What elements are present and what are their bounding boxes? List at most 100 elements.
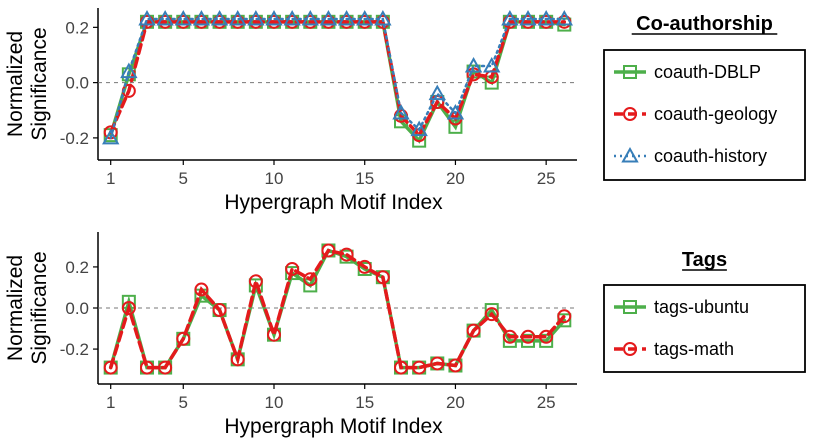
y-tick-label: 0.0 [65, 299, 89, 318]
y-tick-label: 0.0 [65, 74, 89, 93]
data-point-tags-math [121, 301, 136, 315]
x-tick-label: 20 [446, 393, 465, 412]
data-point-tags-ubuntu [521, 333, 536, 348]
data-point-coauth-history [247, 10, 265, 26]
data-point-tags-math [394, 360, 409, 375]
data-point-coauth-history [501, 10, 519, 26]
data-point-tags-math [484, 307, 499, 322]
x-axis-label: Hypergraph Motif Index [224, 191, 443, 214]
data-point-tags-math [248, 274, 263, 289]
x-tick-label: 15 [355, 393, 374, 412]
y-tick-label: 0.2 [65, 18, 89, 37]
x-axis-label: Hypergraph Motif Index [224, 415, 443, 438]
series-coauth-geology [103, 14, 572, 143]
data-point-coauth-history [410, 120, 428, 137]
data-point-tags-math [266, 327, 281, 342]
y-axis-label: Significance [28, 251, 51, 364]
legend-box [603, 49, 806, 181]
legend-title: Tags [682, 249, 727, 271]
data-point-coauth-history [301, 10, 319, 26]
data-point-coauth-history [483, 56, 501, 73]
data-point-coauth-history [356, 10, 374, 26]
legend-label-coauth-DBLP: coauth-DBLP [654, 62, 761, 82]
y-tick-label: -0.2 [60, 129, 89, 148]
data-point-coauth-history [519, 10, 537, 26]
data-point-tags-math [412, 360, 427, 375]
data-point-coauth-history [229, 10, 247, 26]
data-point-tags-math [339, 247, 354, 262]
legend-title: Co-authorship [636, 13, 773, 35]
data-point-coauth-history [537, 10, 555, 26]
data-point-coauth-history [156, 10, 174, 26]
x-tick-label: 5 [179, 169, 188, 188]
legend-key-marker-tags-math [623, 342, 637, 356]
data-point-coauth-history [192, 10, 211, 26]
series-tags-math [103, 243, 572, 375]
x-tick-label: 1 [106, 169, 115, 188]
data-point-coauth-history [120, 62, 138, 79]
data-point-tags-math [357, 259, 372, 274]
data-point-coauth-history [337, 10, 356, 26]
data-point-tags-math [212, 303, 227, 318]
legend: Co-authorship coauth-DBLP coauth-geology co… [603, 13, 806, 181]
data-point-tags-math [230, 352, 245, 367]
legend-key-marker-coauth-geology [623, 107, 637, 121]
series-line-tags-math [108, 248, 567, 370]
legend: Tags tags-ubuntu tags-math [603, 249, 806, 373]
x-tick-label: 25 [537, 393, 556, 412]
data-point-tags-math [375, 270, 390, 285]
data-point-tags-math [430, 356, 445, 371]
legend-label-tags-math: tags-math [654, 339, 734, 359]
data-point-tags-math [521, 329, 536, 344]
legend-label-coauth-geology: coauth-geology [654, 104, 777, 124]
data-point-tags-math [539, 329, 554, 344]
data-point-tags-math [285, 261, 300, 276]
legend-label-coauth-history: coauth-history [654, 146, 767, 166]
data-point-tags-ubuntu [557, 313, 572, 328]
data-point-tags-math [557, 309, 572, 324]
x-tick-label: 20 [446, 169, 465, 188]
data-point-coauth-history [374, 10, 392, 26]
data-point-coauth-history [428, 84, 446, 101]
data-point-tags-math [103, 360, 118, 375]
y-axis-label: Significance [28, 27, 51, 140]
data-point-tags-math [466, 323, 481, 338]
data-point-coauth-history [283, 10, 301, 26]
data-point-tags-math [139, 360, 154, 375]
y-tick-label: -0.2 [60, 340, 89, 359]
data-point-coauth-history [446, 103, 465, 120]
x-tick-label: 10 [265, 393, 284, 412]
legend-label-tags-ubuntu: tags-ubuntu [654, 297, 749, 317]
data-point-tags-math [176, 331, 191, 346]
data-point-tags-ubuntu [539, 333, 554, 348]
series-coauth-history [101, 10, 574, 145]
legend-key-marker-coauth-history [621, 146, 639, 163]
x-tick-label: 10 [265, 169, 284, 188]
data-point-coauth-history [464, 56, 483, 73]
data-point-coauth-history [210, 10, 229, 26]
x-tick-label: 5 [179, 393, 188, 412]
series-coauth-DBLP [103, 14, 572, 148]
data-point-tags-math [303, 272, 318, 287]
legend-key-marker-coauth-DBLP [623, 65, 637, 79]
data-point-coauth-history [392, 103, 410, 120]
x-tick-label: 1 [106, 393, 115, 412]
y-tick-label: 0.2 [65, 258, 89, 277]
series-line-coauth-geology [108, 20, 567, 139]
data-point-coauth-history [101, 128, 120, 145]
x-tick-label: 15 [355, 169, 374, 188]
data-point-tags-math [194, 282, 209, 297]
data-point-coauth-history [138, 10, 156, 26]
series-line-coauth-history [109, 17, 566, 140]
legend-box [603, 284, 806, 373]
data-point-tags-math [158, 360, 173, 375]
data-point-coauth-history [265, 10, 283, 26]
data-point-tags-math [321, 243, 336, 258]
data-point-tags-math [448, 358, 463, 373]
data-point-tags-math [502, 329, 517, 344]
data-point-tags-ubuntu [248, 278, 263, 293]
